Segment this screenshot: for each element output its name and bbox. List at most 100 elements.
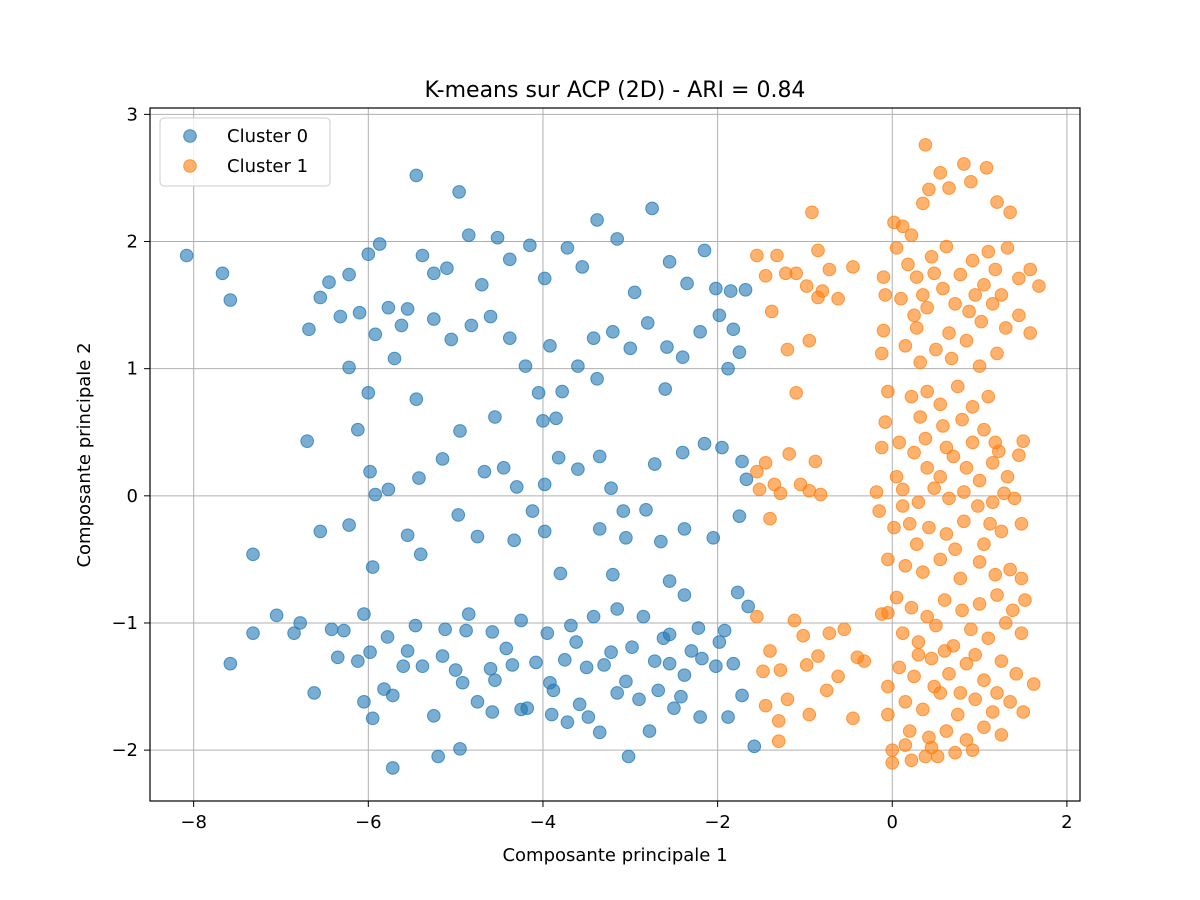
cluster-0-point bbox=[400, 644, 415, 658]
cluster-0-point bbox=[732, 345, 747, 359]
cluster-1-point bbox=[750, 464, 764, 479]
cluster-0-point bbox=[747, 739, 762, 754]
cluster-1-point bbox=[758, 698, 773, 713]
cluster-0-point bbox=[579, 660, 594, 675]
cluster-1-point bbox=[881, 606, 895, 620]
cluster-1-point bbox=[876, 270, 891, 284]
cluster-0-point bbox=[514, 613, 528, 628]
cluster-1-point bbox=[927, 266, 941, 281]
cluster-0-point bbox=[741, 599, 755, 614]
cluster-0-point bbox=[619, 530, 633, 545]
cluster-0-point bbox=[502, 252, 517, 267]
cluster-0-point bbox=[717, 623, 732, 638]
cluster-1-point bbox=[981, 631, 996, 646]
cluster-0-point bbox=[529, 655, 543, 670]
cluster-0-point bbox=[385, 688, 400, 703]
x-tick-label: −8 bbox=[180, 812, 207, 833]
cluster-0-point bbox=[293, 616, 307, 630]
cluster-0-point bbox=[363, 645, 377, 660]
cluster-1-point bbox=[965, 743, 980, 757]
cluster-1-point bbox=[981, 389, 996, 404]
cluster-1-point bbox=[885, 743, 900, 757]
cluster-0-point bbox=[357, 695, 371, 709]
cluster-0-point bbox=[531, 386, 546, 400]
cluster-0-point bbox=[590, 213, 604, 227]
cluster-1-point bbox=[889, 241, 904, 255]
cluster-0-point bbox=[352, 305, 367, 320]
cluster-0-point bbox=[365, 560, 380, 574]
cluster-1-point bbox=[948, 542, 962, 557]
y-tick-label: −1 bbox=[111, 613, 138, 634]
cluster-0-point bbox=[715, 440, 729, 455]
cluster-1-point bbox=[965, 400, 980, 414]
cluster-1-point bbox=[802, 333, 817, 348]
cluster-0-point bbox=[726, 322, 741, 337]
cluster-0-point bbox=[557, 653, 572, 667]
cluster-1-point bbox=[990, 588, 1004, 602]
cluster-0-point bbox=[451, 508, 466, 522]
cluster-1-point bbox=[972, 359, 987, 373]
cluster-1-point bbox=[1003, 562, 1017, 577]
cluster-1-point bbox=[977, 422, 991, 437]
cluster-0-point bbox=[269, 608, 284, 623]
cluster-1-point bbox=[869, 485, 884, 499]
cluster-1-point bbox=[981, 244, 996, 259]
cluster-1-point bbox=[789, 386, 803, 400]
cluster-0-point bbox=[636, 609, 651, 624]
cluster-0-point bbox=[739, 472, 754, 487]
y-axis-label: Composante principale 2 bbox=[74, 342, 95, 567]
cluster-0-point bbox=[660, 340, 674, 354]
cluster-1-point bbox=[819, 683, 834, 698]
cluster-0-point bbox=[394, 318, 409, 333]
cluster-1-point bbox=[933, 166, 948, 180]
cluster-0-point bbox=[658, 382, 673, 396]
cluster-1-point bbox=[972, 555, 987, 569]
cluster-1-point bbox=[813, 487, 828, 502]
cluster-0-point bbox=[427, 266, 441, 281]
cluster-1-point bbox=[811, 243, 825, 258]
y-tick-label: −2 bbox=[111, 740, 138, 761]
cluster-1-point bbox=[802, 707, 817, 722]
cluster-0-point bbox=[444, 332, 459, 347]
cluster-0-point bbox=[537, 477, 552, 492]
cluster-0-point bbox=[470, 529, 485, 544]
cluster-0-point bbox=[400, 302, 415, 316]
cluster-0-point bbox=[246, 626, 260, 640]
cluster-1-point bbox=[831, 291, 845, 306]
cluster-0-point bbox=[592, 725, 607, 740]
cluster-0-point bbox=[555, 384, 569, 399]
cluster-0-point bbox=[337, 623, 351, 638]
cluster-0-point bbox=[610, 232, 624, 246]
cluster-1-point bbox=[787, 613, 802, 628]
cluster-0-point bbox=[623, 341, 638, 356]
cluster-0-point bbox=[488, 673, 502, 688]
cluster-1-point bbox=[933, 397, 948, 412]
cluster-1-point bbox=[942, 181, 956, 195]
cluster-0-point bbox=[569, 635, 583, 649]
cluster-1-point bbox=[911, 647, 926, 662]
cluster-1-point bbox=[1005, 603, 1020, 618]
cluster-1-point bbox=[977, 277, 991, 292]
cluster-1-point bbox=[988, 567, 1003, 582]
data-points bbox=[179, 138, 1046, 775]
cluster-1-point bbox=[994, 288, 1009, 302]
cluster-1-point bbox=[895, 499, 910, 513]
cluster-1-point bbox=[895, 626, 910, 640]
cluster-0-point bbox=[490, 230, 505, 245]
cluster-0-point bbox=[525, 504, 540, 518]
cluster-1-point bbox=[918, 431, 933, 446]
cluster-1-point bbox=[962, 304, 976, 319]
cluster-0-point bbox=[509, 480, 524, 494]
cluster-1-point bbox=[965, 435, 980, 450]
cluster-1-point bbox=[815, 284, 830, 298]
cluster-0-point bbox=[546, 683, 561, 698]
cluster-0-point bbox=[322, 275, 336, 290]
cluster-1-point bbox=[763, 511, 777, 526]
cluster-0-point bbox=[712, 308, 727, 323]
cluster-1-point bbox=[857, 654, 872, 668]
cluster-0-point bbox=[654, 534, 668, 549]
cluster-0-point bbox=[586, 609, 601, 624]
cluster-0-point bbox=[440, 261, 454, 276]
cluster-1-point bbox=[881, 679, 895, 694]
x-tick-label: 0 bbox=[887, 812, 898, 833]
